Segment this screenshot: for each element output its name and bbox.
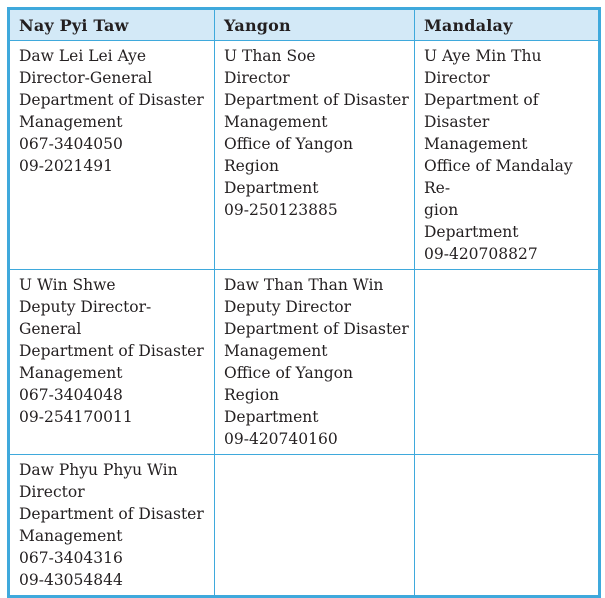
column-header-nay-pyi-taw: Nay Pyi Taw xyxy=(8,8,215,41)
contact-cell-naypyitaw-1: Daw Lei Lei Aye Director-General Departm… xyxy=(8,40,215,270)
contact-cell-naypyitaw-3: Daw Phyu Phyu Win Director Department of… xyxy=(8,454,215,597)
contact-text: Daw Lei Lei Aye Director-General Departm… xyxy=(19,47,204,175)
column-header-yangon: Yangon xyxy=(214,8,415,41)
contact-text: Daw Than Than Win Deputy Director Depart… xyxy=(224,276,409,448)
contact-cell-yangon-2: Daw Than Than Win Deputy Director Depart… xyxy=(214,269,415,455)
table-row: Daw Lei Lei Aye Director-General Departm… xyxy=(8,40,600,270)
column-header-mandalay: Mandalay xyxy=(414,8,600,41)
table-row: Daw Phyu Phyu Win Director Department of… xyxy=(8,454,600,597)
contact-cell-mandalay-1: U Aye Min Thu Director Department of Dis… xyxy=(414,40,600,270)
contact-cell-yangon-3 xyxy=(214,454,415,597)
table-row: U Win Shwe Deputy Director-General Depar… xyxy=(8,269,600,455)
header-row: Nay Pyi Taw Yangon Mandalay xyxy=(8,8,600,41)
contact-text: U Aye Min Thu Director Department of Dis… xyxy=(424,47,573,263)
contact-cell-mandalay-2 xyxy=(414,269,600,455)
contact-directory-page: Nay Pyi Taw Yangon Mandalay Daw Lei Lei … xyxy=(7,7,601,598)
contact-cell-naypyitaw-2: U Win Shwe Deputy Director-General Depar… xyxy=(8,269,215,455)
contact-directory-table: Nay Pyi Taw Yangon Mandalay Daw Lei Lei … xyxy=(7,7,601,598)
contact-text: U Win Shwe Deputy Director-General Depar… xyxy=(19,276,204,426)
contact-text: U Than Soe Director Department of Disast… xyxy=(224,47,409,219)
contact-text: Daw Phyu Phyu Win Director Department of… xyxy=(19,461,204,589)
contact-cell-mandalay-3 xyxy=(414,454,600,597)
contact-cell-yangon-1: U Than Soe Director Department of Disast… xyxy=(214,40,415,270)
